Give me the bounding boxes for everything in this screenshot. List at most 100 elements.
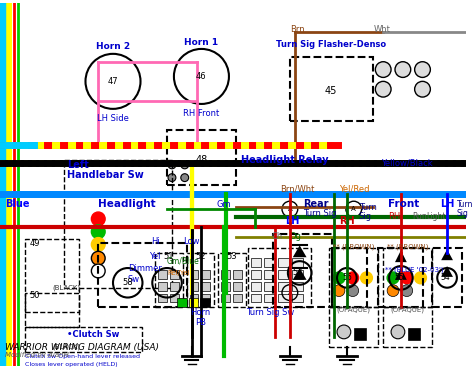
Circle shape <box>415 81 430 97</box>
Bar <box>233 270 242 279</box>
Text: PB: PB <box>195 317 206 327</box>
Circle shape <box>333 285 345 296</box>
Bar <box>278 282 289 291</box>
Polygon shape <box>441 266 453 277</box>
Circle shape <box>415 62 430 77</box>
Text: Rel/Yel: Rel/Yel <box>167 270 190 276</box>
Text: 45: 45 <box>325 86 337 96</box>
Circle shape <box>181 174 189 182</box>
Text: WARRIOR WIRING DIAGRAM (USA): WARRIOR WIRING DIAGRAM (USA) <box>5 343 159 352</box>
Text: (BLACK): (BLACK) <box>53 285 81 291</box>
Text: 46: 46 <box>196 72 207 81</box>
Text: Run: Run <box>413 212 428 221</box>
Bar <box>408 328 419 340</box>
Circle shape <box>168 161 176 169</box>
Text: Turn: Turn <box>457 200 473 209</box>
Text: 48: 48 <box>195 155 208 165</box>
Text: Horn 2: Horn 2 <box>96 43 130 51</box>
Text: RH Front: RH Front <box>183 109 219 118</box>
Bar <box>292 282 302 291</box>
Text: 53: 53 <box>227 252 237 261</box>
Text: 51: 51 <box>164 252 174 261</box>
Text: 56: 56 <box>342 273 352 282</box>
Text: Modified by AlanH: Modified by AlanH <box>5 353 69 359</box>
Bar <box>221 293 230 302</box>
Text: Dg: Dg <box>289 232 301 241</box>
Text: RH: RH <box>339 216 355 226</box>
Text: ** (BROWN): ** (BROWN) <box>387 243 428 250</box>
Bar <box>264 293 275 302</box>
Bar <box>329 248 378 307</box>
Bar <box>251 258 261 267</box>
Text: 57: 57 <box>292 269 303 278</box>
Bar <box>221 282 230 291</box>
Polygon shape <box>293 245 307 257</box>
Bar <box>98 243 187 307</box>
Circle shape <box>401 272 413 284</box>
Text: Headlight: Headlight <box>98 199 156 209</box>
Text: (OPAQUE): (OPAQUE) <box>337 306 371 313</box>
Bar <box>332 248 366 307</box>
Text: Closes lever operated (HELD): Closes lever operated (HELD) <box>25 362 117 367</box>
Bar <box>187 253 214 307</box>
Bar <box>201 270 210 279</box>
Text: Dimmer: Dimmer <box>128 263 162 273</box>
Text: Brn/Wht: Brn/Wht <box>280 185 314 194</box>
Bar <box>170 293 179 302</box>
Text: LH: LH <box>285 216 299 226</box>
Text: 55: 55 <box>394 273 404 282</box>
Text: Blue: Blue <box>5 199 29 209</box>
Bar <box>221 270 230 279</box>
Text: Hi: Hi <box>151 237 160 246</box>
Bar <box>264 270 275 279</box>
Bar <box>329 307 378 347</box>
Bar <box>292 258 302 267</box>
Bar <box>25 327 143 351</box>
Bar <box>190 293 199 302</box>
Circle shape <box>91 225 105 239</box>
Text: 58: 58 <box>122 278 133 287</box>
Text: A: A <box>288 290 292 296</box>
Text: Horn 1: Horn 1 <box>184 37 219 47</box>
Text: Horn: Horn <box>191 308 210 317</box>
Text: (OPAQUE): (OPAQUE) <box>391 306 425 313</box>
Polygon shape <box>395 268 407 280</box>
Text: Turn: Turn <box>359 203 376 212</box>
Circle shape <box>347 285 359 296</box>
Circle shape <box>337 325 351 339</box>
Polygon shape <box>293 268 307 280</box>
Text: Turn Sig Flasher-Denso: Turn Sig Flasher-Denso <box>276 40 386 48</box>
Circle shape <box>415 272 427 284</box>
Circle shape <box>375 62 391 77</box>
Bar <box>201 293 210 302</box>
Text: A: A <box>351 206 356 212</box>
Circle shape <box>375 81 391 97</box>
Circle shape <box>91 264 105 278</box>
Polygon shape <box>395 250 407 262</box>
Circle shape <box>395 62 410 77</box>
Text: LH Side: LH Side <box>97 114 129 123</box>
Bar <box>233 282 242 291</box>
Text: Low: Low <box>183 237 200 246</box>
Bar <box>189 297 199 307</box>
Text: Yellow/Black: Yellow/Black <box>381 158 432 167</box>
Text: 49: 49 <box>29 239 40 248</box>
Text: 54: 54 <box>440 273 450 282</box>
Text: Gm/Blue: Gm/Blue <box>167 257 200 266</box>
Circle shape <box>168 174 176 182</box>
Bar <box>264 282 275 291</box>
Bar <box>354 328 365 340</box>
Text: Wht: Wht <box>374 25 390 34</box>
Text: RH: RH <box>388 212 401 221</box>
Text: Handlebar Sw: Handlebar Sw <box>67 170 144 180</box>
Text: Sig: Sig <box>359 212 372 221</box>
Text: Ch: Ch <box>272 232 283 241</box>
Circle shape <box>91 238 105 251</box>
Text: A: A <box>288 206 292 212</box>
Bar <box>158 282 167 291</box>
Polygon shape <box>441 249 453 260</box>
Text: LH: LH <box>440 199 455 209</box>
Circle shape <box>91 251 105 265</box>
Circle shape <box>347 272 359 284</box>
Text: Sw: Sw <box>128 275 140 284</box>
